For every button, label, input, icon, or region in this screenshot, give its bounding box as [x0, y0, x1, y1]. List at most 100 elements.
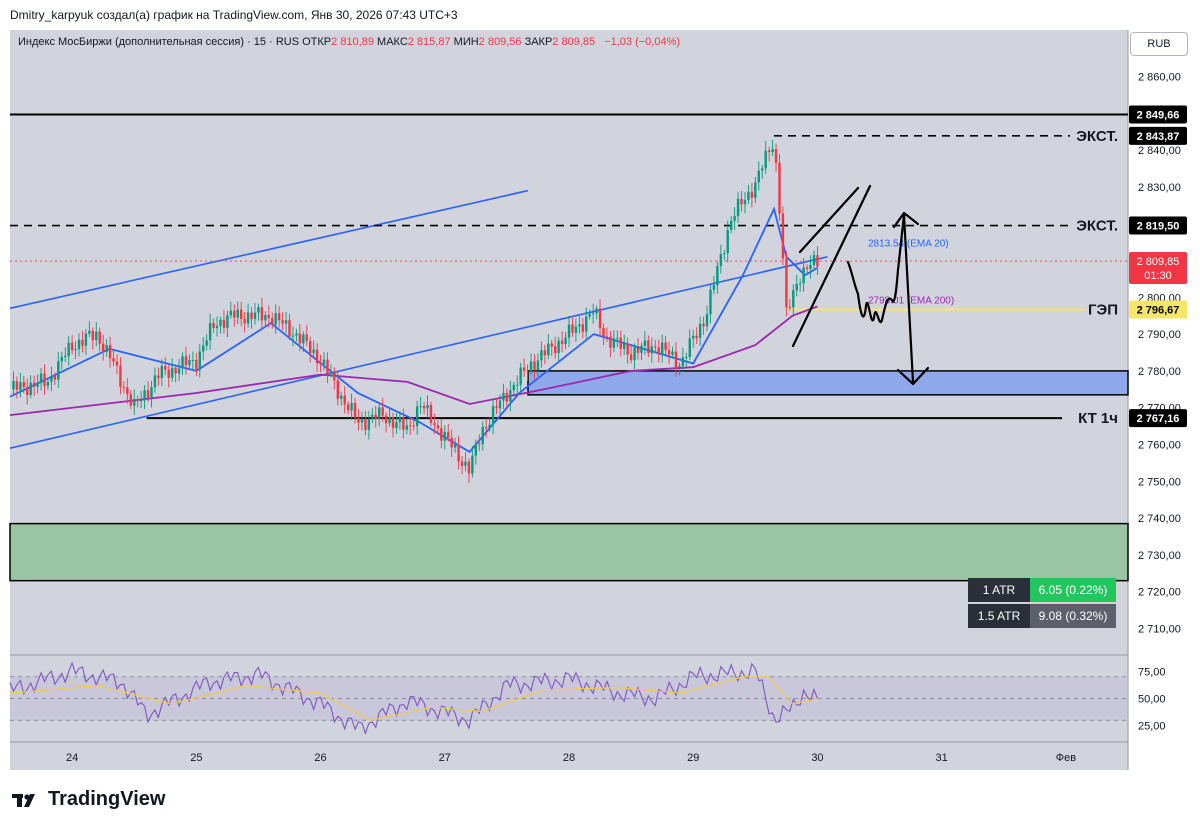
candle-body	[219, 319, 222, 326]
time-tick-label: 29	[687, 752, 699, 764]
candle-body	[512, 384, 515, 391]
candle-body	[588, 314, 591, 317]
candle-body	[160, 366, 164, 378]
price-tick-label: 2 710,00	[1138, 624, 1181, 636]
rsi-band	[10, 676, 1128, 721]
candle-body	[484, 426, 488, 429]
arrow-up-head	[892, 211, 920, 229]
time-tick-label: 26	[314, 752, 326, 764]
candle-body	[447, 431, 450, 438]
candle-body	[657, 347, 660, 355]
rsi-tick-label: 75,00	[1138, 666, 1166, 678]
candle-body	[540, 350, 543, 361]
candle-body	[495, 406, 498, 409]
tag-2796-box	[1129, 300, 1187, 319]
high-value: 2 815,87	[407, 36, 451, 48]
level-label-2: ЭКСТ.	[1076, 128, 1118, 145]
candle-body	[77, 339, 81, 350]
candle-body	[719, 254, 723, 266]
candle-body	[26, 387, 29, 396]
tag-2767-text: 2 767,16	[1137, 413, 1180, 425]
candle-body	[246, 312, 250, 324]
candle-body	[767, 150, 771, 153]
candle-body	[591, 313, 595, 315]
candle-body	[202, 345, 205, 352]
candle-body	[357, 418, 360, 423]
candle-body	[146, 390, 150, 398]
candle-body	[664, 342, 667, 351]
candle-body	[81, 339, 84, 346]
candle-body	[443, 431, 446, 441]
candle-body	[471, 455, 474, 474]
legend-symbol: Индекс МосБиржи (дополнительная сессия) …	[18, 36, 300, 48]
candle-body	[15, 381, 19, 390]
candle-body	[816, 255, 819, 267]
countdown-text: 01:30	[1144, 270, 1172, 282]
candle-body	[640, 345, 643, 353]
tradingview-logo[interactable]: TradingView	[12, 788, 165, 811]
candle-body	[257, 307, 260, 313]
candle-body	[309, 341, 312, 353]
candle-body	[129, 394, 132, 406]
candle-body	[70, 342, 74, 351]
candle-body	[633, 347, 636, 361]
candle-body	[22, 382, 26, 388]
wedge-line-lower	[791, 184, 872, 348]
candle-body	[616, 337, 619, 339]
candle-body	[19, 382, 22, 390]
candle-body	[571, 324, 574, 333]
candle-body	[250, 312, 253, 320]
candle-body	[367, 419, 371, 430]
candle-body	[167, 369, 170, 378]
candle-body	[112, 358, 115, 362]
candle-body	[274, 313, 277, 325]
candle-body	[295, 333, 298, 336]
candle-body	[67, 342, 70, 357]
tradingview-logo-icon	[12, 793, 35, 807]
candle-body	[450, 437, 453, 448]
candle-body	[46, 381, 50, 386]
candle-body	[398, 417, 402, 423]
candle-body	[602, 328, 605, 337]
price-tick-label: 2 750,00	[1138, 476, 1181, 488]
candle-body	[478, 443, 481, 445]
candle-body	[153, 375, 157, 388]
candle-body	[795, 283, 798, 291]
candle-body	[488, 424, 491, 429]
candle-body	[288, 320, 291, 337]
candle-body	[809, 264, 812, 269]
tag-2819-box	[1129, 216, 1187, 235]
candle-body	[716, 265, 719, 286]
last-price-tag-box	[1129, 252, 1187, 285]
candle-body	[529, 361, 533, 372]
candle-body	[415, 406, 419, 427]
candle-body	[170, 367, 174, 378]
price-tick-label: 2 780,00	[1138, 366, 1181, 378]
candle-body	[560, 340, 564, 345]
candle-body	[736, 198, 740, 217]
candle-body	[491, 406, 495, 425]
candle-body	[405, 425, 409, 430]
candle-body	[409, 425, 412, 427]
candle-body	[543, 350, 547, 356]
price-tick-label: 2 840,00	[1138, 145, 1181, 157]
candle-body	[623, 343, 626, 349]
currency-button[interactable]: RUB	[1130, 32, 1188, 56]
candle-body	[64, 356, 67, 358]
candle-body	[519, 367, 522, 385]
blue-zone	[527, 370, 1129, 396]
ema20-label: 2813.54 (EMA 20)	[868, 238, 949, 249]
tag-2819-text: 2 819,50	[1137, 221, 1180, 233]
candle-body	[101, 343, 105, 353]
candle-body	[457, 444, 460, 462]
candle-body	[705, 314, 709, 327]
candle-body	[53, 376, 57, 380]
candle-body	[298, 333, 302, 344]
candle-body	[374, 414, 377, 419]
candle-body	[312, 349, 315, 353]
ema200-line	[9, 305, 818, 416]
candle-body	[84, 333, 88, 346]
candle-body	[740, 198, 743, 205]
candle-body	[757, 170, 760, 183]
